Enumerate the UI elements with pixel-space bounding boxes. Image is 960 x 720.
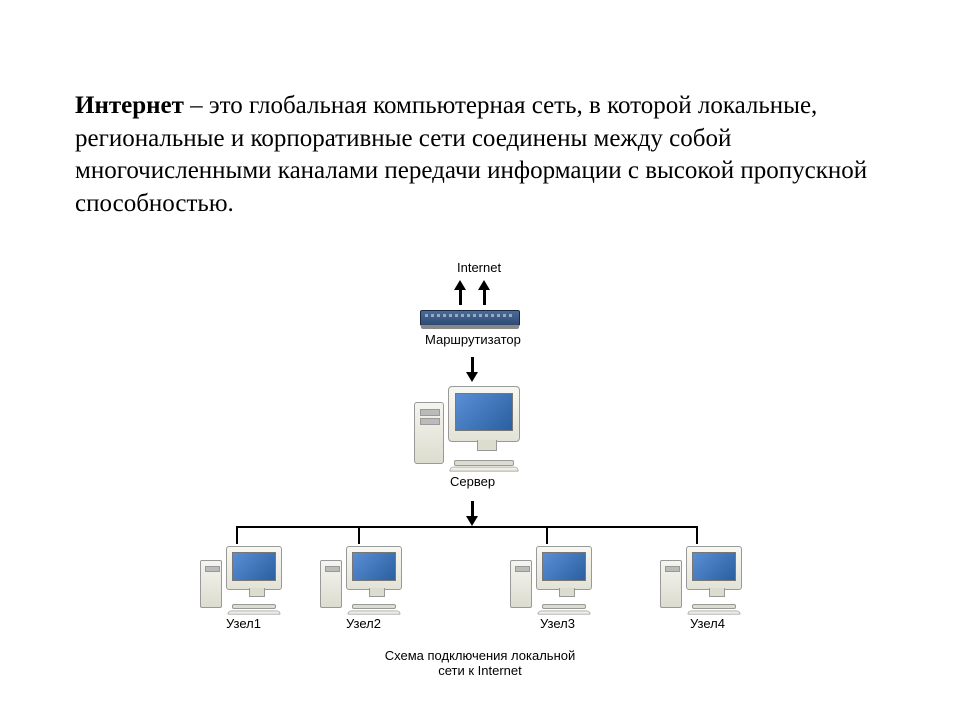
arrow-up-icon [478, 280, 490, 290]
arrow-down-icon [466, 372, 478, 382]
network-diagram: Internet Маршрутизатор Сервер Узел1 Узел… [200, 260, 760, 690]
definition-term: Интернет [75, 92, 184, 119]
router-icon [420, 310, 520, 326]
bus-drop [236, 526, 238, 544]
server-label: Сервер [450, 474, 495, 489]
server-icon [414, 386, 524, 464]
workstation-icon [200, 546, 286, 608]
node3-label: Узел3 [540, 616, 575, 631]
diagram-caption: Схема подключения локальной сети к Inter… [330, 648, 630, 678]
caption-line1: Схема подключения локальной [385, 648, 576, 663]
definition-paragraph: Интернет – это глобальная компьютерная с… [75, 90, 875, 220]
bus-drop [696, 526, 698, 544]
workstation-icon [510, 546, 596, 608]
node2-label: Узел2 [346, 616, 381, 631]
node1-label: Узел1 [226, 616, 261, 631]
internet-label: Internet [457, 260, 501, 275]
definition-dash: – [184, 92, 209, 119]
bus-drop [546, 526, 548, 544]
bus-line [236, 526, 696, 528]
caption-line2: сети к Internet [438, 663, 522, 678]
bus-drop [358, 526, 360, 544]
workstation-icon [660, 546, 746, 608]
arrow-down-icon [466, 516, 478, 526]
node4-label: Узел4 [690, 616, 725, 631]
workstation-icon [320, 546, 406, 608]
arrow-up-icon [454, 280, 466, 290]
router-label: Маршрутизатор [425, 332, 521, 347]
